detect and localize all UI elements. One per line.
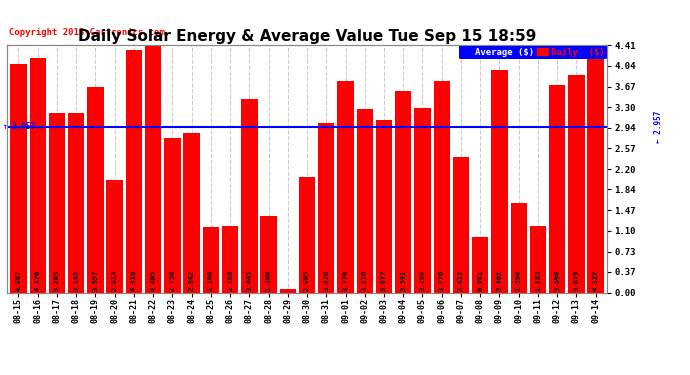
Bar bbox=[472, 237, 489, 292]
Bar bbox=[279, 289, 296, 292]
Text: 3.879: 3.879 bbox=[573, 270, 580, 291]
Text: 3.776: 3.776 bbox=[439, 270, 445, 291]
Bar bbox=[337, 81, 354, 292]
Bar bbox=[357, 109, 373, 292]
Text: 3.290: 3.290 bbox=[420, 270, 426, 291]
Bar bbox=[376, 120, 392, 292]
Bar bbox=[30, 58, 46, 292]
Bar bbox=[10, 64, 27, 292]
Text: 2.065: 2.065 bbox=[304, 270, 310, 291]
Bar bbox=[587, 56, 604, 292]
Text: 4.170: 4.170 bbox=[34, 270, 41, 291]
Bar bbox=[184, 133, 200, 292]
Bar bbox=[87, 87, 104, 292]
Bar bbox=[126, 50, 142, 292]
Bar bbox=[68, 113, 84, 292]
Bar bbox=[299, 177, 315, 292]
Text: 3.591: 3.591 bbox=[400, 270, 406, 291]
Bar bbox=[318, 123, 335, 292]
Bar bbox=[260, 216, 277, 292]
Bar bbox=[145, 45, 161, 292]
Text: 1.166: 1.166 bbox=[208, 270, 214, 291]
Text: 2.412: 2.412 bbox=[458, 270, 464, 291]
Bar bbox=[453, 157, 469, 292]
Title: Daily Solar Energy & Average Value Tue Sep 15 18:59: Daily Solar Energy & Average Value Tue S… bbox=[78, 29, 536, 44]
Text: 3.657: 3.657 bbox=[92, 270, 99, 291]
Bar bbox=[414, 108, 431, 292]
Text: 2.842: 2.842 bbox=[188, 270, 195, 291]
Text: 4.318: 4.318 bbox=[131, 270, 137, 291]
Text: ↑ 2.957: ↑ 2.957 bbox=[3, 122, 35, 131]
Bar bbox=[49, 113, 65, 292]
Bar bbox=[549, 85, 565, 292]
Bar bbox=[511, 203, 527, 292]
Text: 2.756: 2.756 bbox=[169, 270, 175, 291]
Text: 1.183: 1.183 bbox=[535, 270, 541, 291]
Text: 2.013: 2.013 bbox=[112, 270, 118, 291]
Text: Copyright 2015 Cartronics.com: Copyright 2015 Cartronics.com bbox=[9, 28, 165, 37]
Text: 0.981: 0.981 bbox=[477, 270, 483, 291]
Text: 3.961: 3.961 bbox=[496, 270, 502, 291]
Bar bbox=[106, 180, 123, 292]
Bar bbox=[491, 70, 508, 292]
Bar bbox=[433, 81, 450, 292]
Text: 3.192: 3.192 bbox=[73, 270, 79, 291]
Bar bbox=[395, 91, 411, 292]
Bar bbox=[203, 227, 219, 292]
Bar bbox=[569, 75, 584, 292]
Text: 3.276: 3.276 bbox=[362, 270, 368, 291]
Text: 3.696: 3.696 bbox=[554, 270, 560, 291]
Bar bbox=[164, 138, 181, 292]
Text: 3.203: 3.203 bbox=[54, 270, 60, 291]
Text: 4.067: 4.067 bbox=[15, 270, 21, 291]
Bar bbox=[241, 99, 257, 292]
Text: 3.077: 3.077 bbox=[381, 270, 387, 291]
Text: ← 2.957: ← 2.957 bbox=[653, 110, 662, 143]
Text: 3.770: 3.770 bbox=[342, 270, 348, 291]
Bar bbox=[530, 226, 546, 292]
Text: 4.405: 4.405 bbox=[150, 270, 156, 291]
Text: 3.026: 3.026 bbox=[324, 270, 329, 291]
Legend: Average ($), Daily  ($): Average ($), Daily ($) bbox=[459, 45, 607, 59]
Bar bbox=[222, 226, 238, 292]
Text: 4.222: 4.222 bbox=[593, 270, 599, 291]
Text: 1.188: 1.188 bbox=[227, 270, 233, 291]
Text: 1.590: 1.590 bbox=[515, 270, 522, 291]
Text: 3.445: 3.445 bbox=[246, 270, 253, 291]
Text: 1.360: 1.360 bbox=[266, 270, 272, 291]
